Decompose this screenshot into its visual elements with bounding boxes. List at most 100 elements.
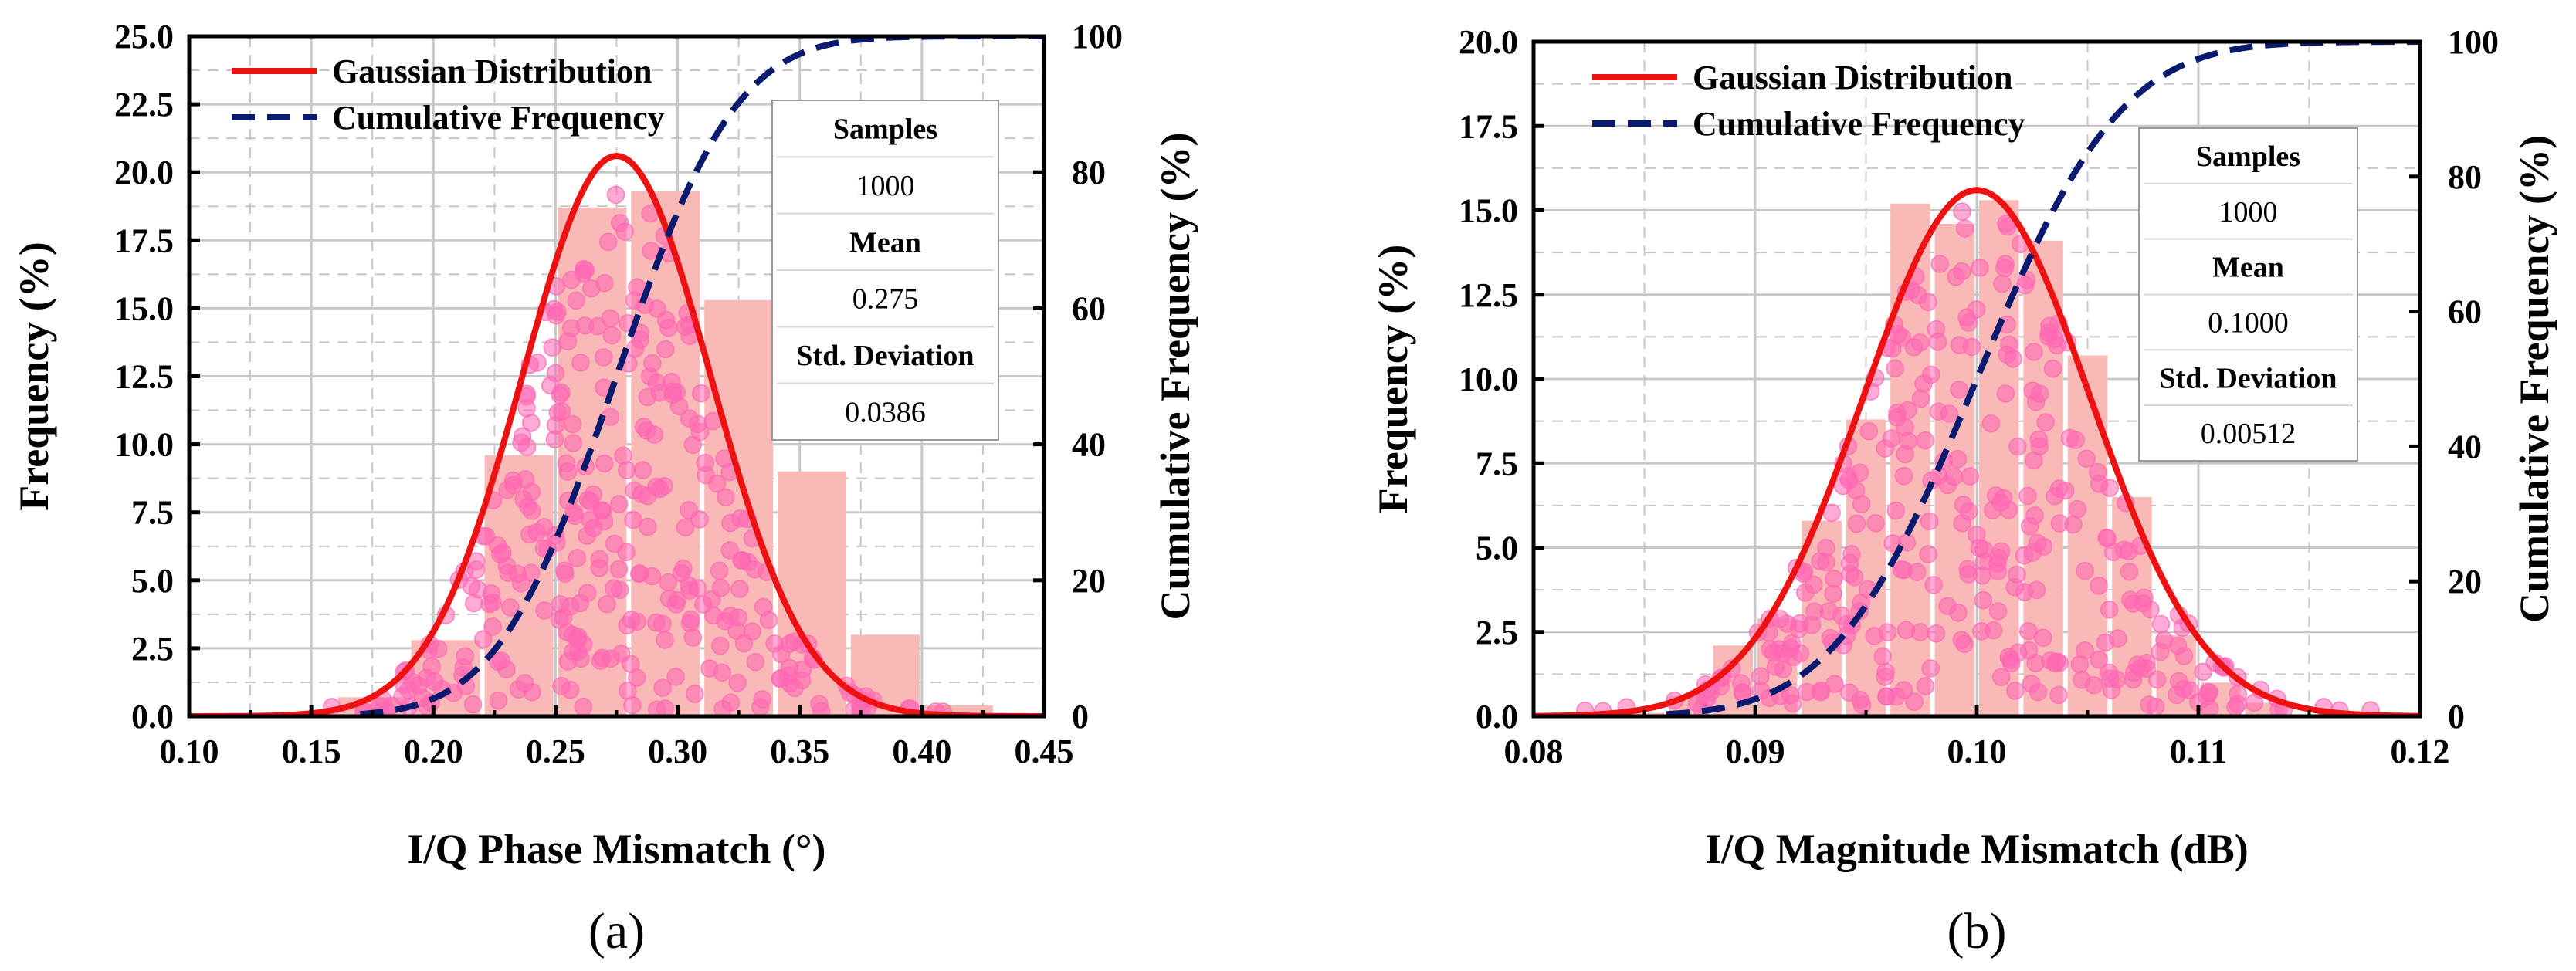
sample-point	[659, 318, 678, 337]
sample-point	[2030, 437, 2049, 456]
sample-point	[550, 611, 569, 629]
sample-point	[1974, 590, 1992, 610]
sample-point	[1805, 602, 1824, 621]
x-tick-label: 0.30	[648, 732, 707, 770]
sample-point	[632, 485, 651, 503]
sample-point	[746, 652, 765, 672]
sample-point	[685, 685, 704, 703]
sample-point	[780, 634, 799, 653]
sample-point	[474, 630, 493, 648]
sample-point	[605, 579, 623, 598]
sample-point	[1927, 320, 1946, 339]
y2-tick-label: 40	[1072, 426, 1106, 464]
sample-point	[721, 693, 741, 712]
sample-point	[700, 659, 719, 678]
sample-point	[730, 580, 749, 598]
sample-point	[625, 339, 645, 358]
sample-point	[1955, 219, 1974, 238]
sample-point	[2049, 685, 2068, 705]
y2-tick-label: 20	[2448, 563, 2482, 601]
y2-tick-label: 60	[2448, 293, 2482, 331]
sample-point	[2199, 682, 2218, 702]
sample-point	[2147, 670, 2167, 689]
sample-point	[593, 501, 612, 520]
sample-point	[2022, 674, 2041, 693]
sample-point	[1947, 267, 1965, 286]
sample-point	[2050, 514, 2069, 533]
sample-point	[1876, 668, 1894, 686]
sample-point	[561, 597, 580, 616]
sample-point	[1781, 638, 1800, 658]
sample-point	[575, 316, 595, 335]
sample-point	[2049, 479, 2069, 498]
sample-point	[1877, 687, 1896, 706]
sample-point	[1950, 336, 1969, 354]
sample-point	[656, 340, 675, 359]
sample-point	[535, 601, 554, 620]
sample-point	[2001, 651, 2020, 669]
y-tick-label: 5.0	[1476, 529, 1518, 567]
sample-point	[1894, 560, 1913, 580]
stats-samples-label: Samples	[2196, 140, 2300, 173]
x-axis: 0.08 0.09 0.10 0.11 0.12	[1504, 705, 2450, 770]
y2-tick-label: 80	[2448, 158, 2482, 196]
sample-point	[666, 668, 685, 686]
x-tick-label: 0.15	[282, 732, 341, 770]
x-tick-label: 0.09	[1726, 732, 1785, 770]
sample-point	[561, 680, 580, 699]
sample-point	[751, 698, 770, 716]
sample-point	[1825, 569, 1843, 588]
sample-point	[2043, 359, 2062, 378]
chart-b: 0.08 0.09 0.10 0.11 0.12 0.0 2.5 5.0 7.5 10.0 12.5…	[1370, 23, 2557, 959]
sample-point	[810, 695, 829, 713]
sample-point	[609, 495, 629, 513]
sample-point	[646, 613, 666, 632]
sample-point	[555, 561, 574, 580]
sample-point	[707, 474, 727, 493]
sample-point	[2030, 384, 2049, 403]
y-tick-label: 22.5	[114, 86, 174, 123]
y2-tick-label: 0	[2448, 698, 2465, 736]
histogram-bar	[704, 299, 774, 716]
sample-point	[482, 584, 501, 603]
sample-point	[2039, 327, 2058, 346]
sample-point	[1996, 384, 2015, 403]
sample-point	[567, 291, 585, 310]
stats-box: Samples 1000 Mean 0.275 Std. Deviation 0.0386	[771, 100, 999, 441]
sample-point	[564, 434, 582, 452]
sample-point	[1751, 667, 1770, 686]
sample-point	[547, 306, 565, 325]
sample-point	[568, 549, 587, 567]
sample-point	[609, 560, 629, 579]
stats-box: Samples 1000 Mean 0.1000 Std. Deviation 0.005…	[2138, 127, 2358, 462]
y-tick-label: 20.0	[114, 154, 174, 191]
sample-point	[615, 222, 634, 241]
sample-point	[1817, 538, 1835, 557]
y-tick-label: 2.5	[131, 630, 174, 668]
sample-point	[2124, 670, 2143, 689]
sample-point	[2060, 428, 2079, 448]
sample-point	[1959, 502, 1978, 521]
sample-point	[598, 594, 616, 614]
sample-point	[1894, 466, 1913, 486]
cumulative-curve	[1666, 42, 2420, 716]
y-tick-label: 5.0	[131, 562, 174, 600]
sample-point	[571, 354, 590, 372]
sample-point	[1967, 526, 1986, 544]
sample-point	[515, 674, 534, 692]
sample-point	[512, 433, 530, 452]
sample-point	[1840, 683, 1859, 702]
panel-label: (b)	[1947, 903, 2007, 959]
legend-label-cumulative: Cumulative Frequency	[332, 99, 665, 137]
sample-point	[558, 332, 578, 351]
sample-point	[1886, 501, 1905, 520]
sample-point	[2100, 601, 2119, 619]
y-tick-label: 10.0	[1459, 360, 1518, 398]
sample-point	[1998, 217, 2017, 236]
y2-tick-label: 100	[2448, 23, 2499, 61]
sample-point	[2020, 516, 2039, 536]
sample-point	[463, 695, 483, 714]
sample-point	[1922, 365, 1940, 384]
sample-point	[1998, 345, 2016, 364]
sample-point	[711, 636, 730, 655]
